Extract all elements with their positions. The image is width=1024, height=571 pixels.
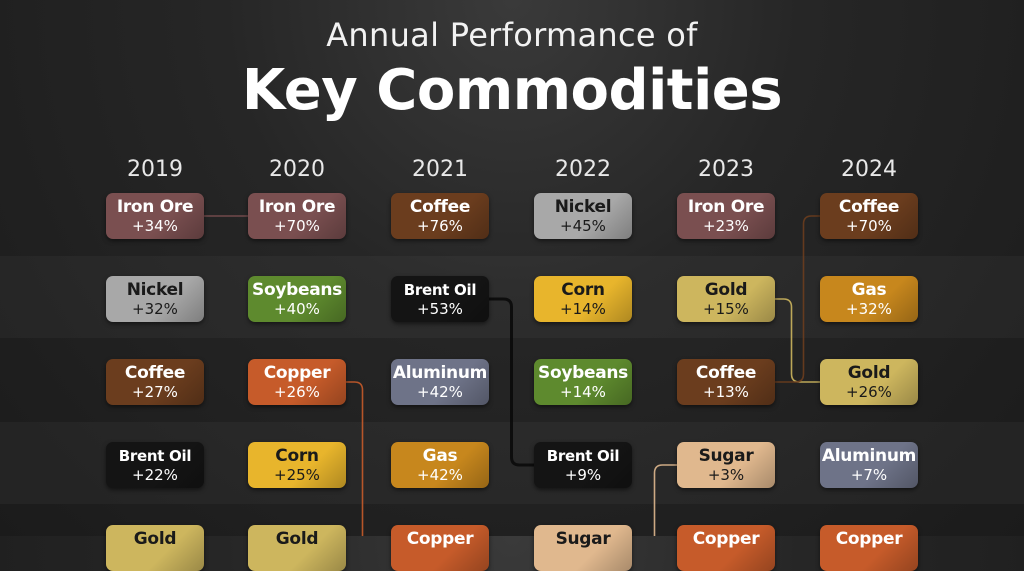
card-soybeans-2022: Soybeans +14% [534, 359, 632, 405]
connector-copper-2020-2021 [346, 381, 364, 536]
card-nickel-2019: Nickel +32% [106, 276, 204, 322]
commodity-name: Iron Ore [258, 197, 336, 217]
card-brent-oil-2022: Brent Oil +9% [534, 442, 632, 488]
chart-title-line2: Key Commodities [241, 58, 783, 123]
card-corn-2020: Corn +25% [248, 442, 346, 488]
commodity-name: Nickel [554, 197, 612, 217]
card-aluminum-2021: Aluminum +42% [391, 359, 489, 405]
commodity-name: Sugar [698, 446, 754, 466]
card-brent-oil-2021: Brent Oil +53% [391, 276, 489, 322]
card-coffee-2023: Coffee +13% [677, 359, 775, 405]
commodity-change: +26% [846, 383, 892, 401]
card-brent-oil-2019: Brent Oil +22% [106, 442, 204, 488]
card-copper-2024: Copper [820, 525, 918, 571]
commodity-change: +27% [132, 383, 178, 401]
card-copper-2023: Copper [677, 525, 775, 571]
commodity-name: Sugar [555, 529, 611, 549]
card-copper-2021: Copper [391, 525, 489, 571]
card-nickel-2022: Nickel +45% [534, 193, 632, 239]
commodity-change: +70% [846, 217, 892, 235]
card-coffee-2021: Coffee +76% [391, 193, 489, 239]
commodity-change: +7% [850, 466, 888, 484]
commodity-name: Gold [133, 529, 177, 549]
year-header-2019: 2019 [127, 157, 183, 182]
commodity-change: +22% [132, 466, 178, 484]
commodity-name: Copper [263, 363, 331, 383]
connector-sugar-2022-2023 [653, 464, 677, 536]
card-aluminum-2024: Aluminum +7% [820, 442, 918, 488]
commodity-change: +23% [703, 217, 749, 235]
card-sugar-2022: Sugar [534, 525, 632, 571]
card-coffee-2019: Coffee +27% [106, 359, 204, 405]
commodity-name: Coffee [124, 363, 186, 383]
card-iron-ore-2023: Iron Ore +23% [677, 193, 775, 239]
connector-gold-2023-2024 [775, 298, 820, 383]
chart-title-line1: Annual Performance of [326, 16, 698, 54]
commodity-change: +32% [846, 300, 892, 318]
card-gold-2023: Gold +15% [677, 276, 775, 322]
commodity-name: Aluminum [821, 446, 917, 466]
commodity-change: +25% [274, 466, 320, 484]
commodity-name: Corn [561, 280, 605, 300]
year-header-2023: 2023 [698, 157, 754, 182]
card-gas-2021: Gas +42% [391, 442, 489, 488]
commodity-name: Gold [704, 280, 748, 300]
commodity-change: +14% [560, 383, 606, 401]
commodity-name: Gold [275, 529, 319, 549]
commodity-name: Soybeans [538, 363, 628, 383]
commodity-change: +45% [560, 217, 606, 235]
year-header-2024: 2024 [841, 157, 897, 182]
commodity-name: Brent Oil [546, 447, 620, 465]
commodity-change: +32% [132, 300, 178, 318]
commodity-change: +9% [564, 466, 602, 484]
commodity-change: +40% [274, 300, 320, 318]
commodity-change: +15% [703, 300, 749, 318]
year-header-2022: 2022 [555, 157, 611, 182]
card-gold-2019: Gold [106, 525, 204, 571]
commodity-name: Nickel [126, 280, 184, 300]
year-header-2021: 2021 [412, 157, 468, 182]
year-header-2020: 2020 [269, 157, 325, 182]
commodity-name: Gas [851, 280, 887, 300]
rank-connector-lines [204, 215, 820, 536]
card-corn-2022: Corn +14% [534, 276, 632, 322]
commodity-name: Copper [692, 529, 760, 549]
card-iron-ore-2019: Iron Ore +34% [106, 193, 204, 239]
commodity-change: +42% [417, 466, 463, 484]
commodity-name: Iron Ore [687, 197, 765, 217]
commodity-name: Coffee [409, 197, 471, 217]
connector-brent-oil-2021-2022 [489, 297, 534, 467]
card-coffee-2024: Coffee +70% [820, 193, 918, 239]
commodity-name: Aluminum [392, 363, 488, 383]
card-gas-2024: Gas +32% [820, 276, 918, 322]
commodity-name: Copper [406, 529, 474, 549]
commodity-change: +70% [274, 217, 320, 235]
commodity-change: +42% [417, 383, 463, 401]
commodity-name: Corn [275, 446, 319, 466]
commodity-change: +14% [560, 300, 606, 318]
commodity-name: Coffee [695, 363, 757, 383]
commodity-change: +3% [707, 466, 745, 484]
commodity-name: Iron Ore [116, 197, 194, 217]
commodity-name: Soybeans [252, 280, 342, 300]
commodity-name: Gold [847, 363, 891, 383]
commodity-change: +34% [132, 217, 178, 235]
card-sugar-2023: Sugar +3% [677, 442, 775, 488]
commodity-change: +53% [417, 300, 463, 318]
card-gold-2024: Gold +26% [820, 359, 918, 405]
commodity-name: Gas [422, 446, 458, 466]
card-soybeans-2020: Soybeans +40% [248, 276, 346, 322]
commodity-name: Copper [835, 529, 903, 549]
card-iron-ore-2020: Iron Ore +70% [248, 193, 346, 239]
commodity-change: +26% [274, 383, 320, 401]
card-gold-2020: Gold [248, 525, 346, 571]
commodity-name: Brent Oil [118, 447, 192, 465]
card-copper-2020: Copper +26% [248, 359, 346, 405]
commodity-change: +13% [703, 383, 749, 401]
connector-coffee-2023-2024 [775, 215, 820, 383]
commodity-change: +76% [417, 217, 463, 235]
commodity-name: Brent Oil [403, 281, 477, 299]
commodity-name: Coffee [838, 197, 900, 217]
